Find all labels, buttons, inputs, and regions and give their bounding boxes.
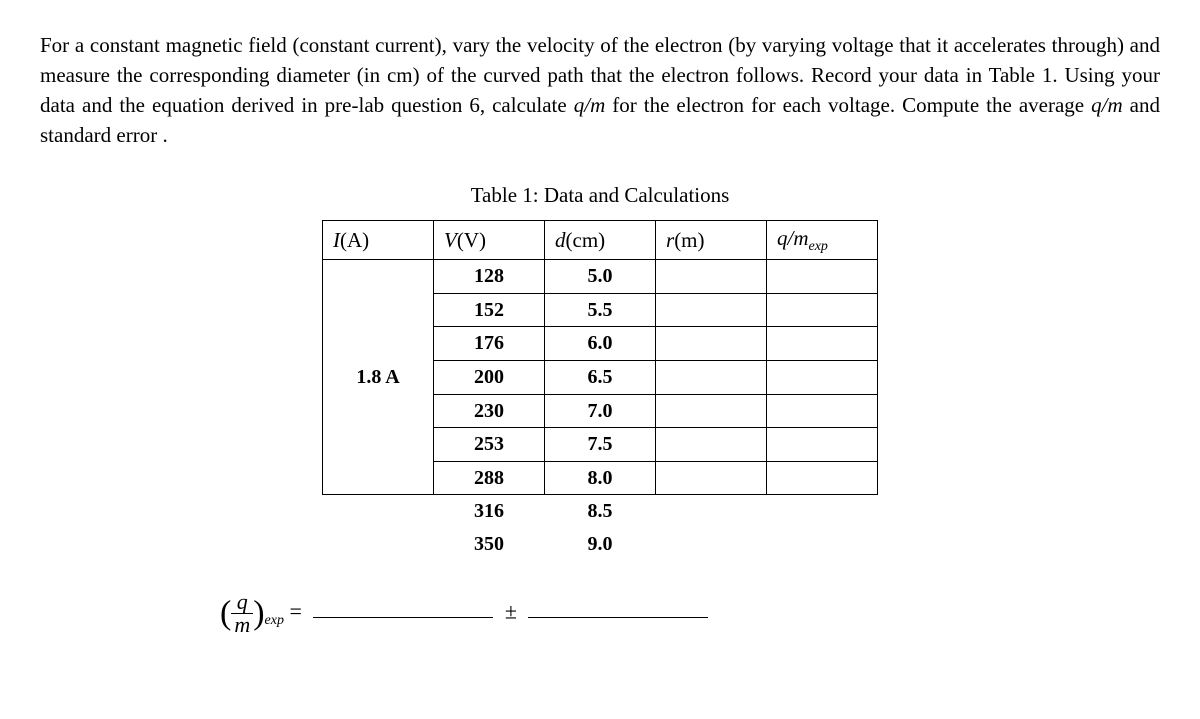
v-cell: 316 (434, 495, 545, 528)
table-header-row: I(A) V(V) d(cm) r(m) q/mexp (323, 221, 878, 260)
result-equation: (qm)exp = ± (220, 591, 1160, 636)
result-blank-2 (528, 617, 708, 618)
r-cell (656, 327, 767, 361)
col-header-current: I(A) (323, 221, 434, 260)
result-blank-1 (313, 617, 493, 618)
v-cell: 152 (434, 293, 545, 327)
r-cell (656, 293, 767, 327)
v-cell: 253 (434, 428, 545, 462)
r-cell (656, 428, 767, 462)
d-cell: 5.5 (545, 293, 656, 327)
v-cell: 200 (434, 361, 545, 395)
instructions-paragraph: For a constant magnetic field (constant … (40, 30, 1160, 150)
overflow-row: 316 8.5 (323, 495, 878, 528)
d-cell: 7.0 (545, 394, 656, 428)
qm-cell (767, 394, 878, 428)
d-cell: 7.5 (545, 428, 656, 462)
r-cell (656, 394, 767, 428)
col-header-diameter: d(cm) (545, 221, 656, 260)
qm-cell (767, 361, 878, 395)
table-row: 1.8 A 128 5.0 (323, 260, 878, 294)
v-cell: 176 (434, 327, 545, 361)
v-cell: 350 (434, 528, 545, 561)
col-header-radius: r(m) (656, 221, 767, 260)
v-cell: 128 (434, 260, 545, 294)
d-cell: 8.0 (545, 461, 656, 495)
v-cell: 230 (434, 394, 545, 428)
qm-cell (767, 327, 878, 361)
d-cell: 5.0 (545, 260, 656, 294)
qm-cell (767, 260, 878, 294)
overflow-row: 350 9.0 (323, 528, 878, 561)
qm-cell (767, 461, 878, 495)
d-cell: 8.5 (545, 495, 656, 528)
r-cell (656, 361, 767, 395)
col-header-voltage: V(V) (434, 221, 545, 260)
r-cell (656, 260, 767, 294)
data-table: I(A) V(V) d(cm) r(m) q/mexp 1.8 A 128 5.… (322, 220, 878, 561)
d-cell: 6.5 (545, 361, 656, 395)
qm-cell (767, 293, 878, 327)
qm-cell (767, 428, 878, 462)
col-header-qm: q/mexp (767, 221, 878, 260)
d-cell: 9.0 (545, 528, 656, 561)
v-cell: 288 (434, 461, 545, 495)
r-cell (656, 461, 767, 495)
table-caption: Table 1: Data and Calculations (40, 180, 1160, 210)
current-cell: 1.8 A (323, 260, 434, 495)
d-cell: 6.0 (545, 327, 656, 361)
